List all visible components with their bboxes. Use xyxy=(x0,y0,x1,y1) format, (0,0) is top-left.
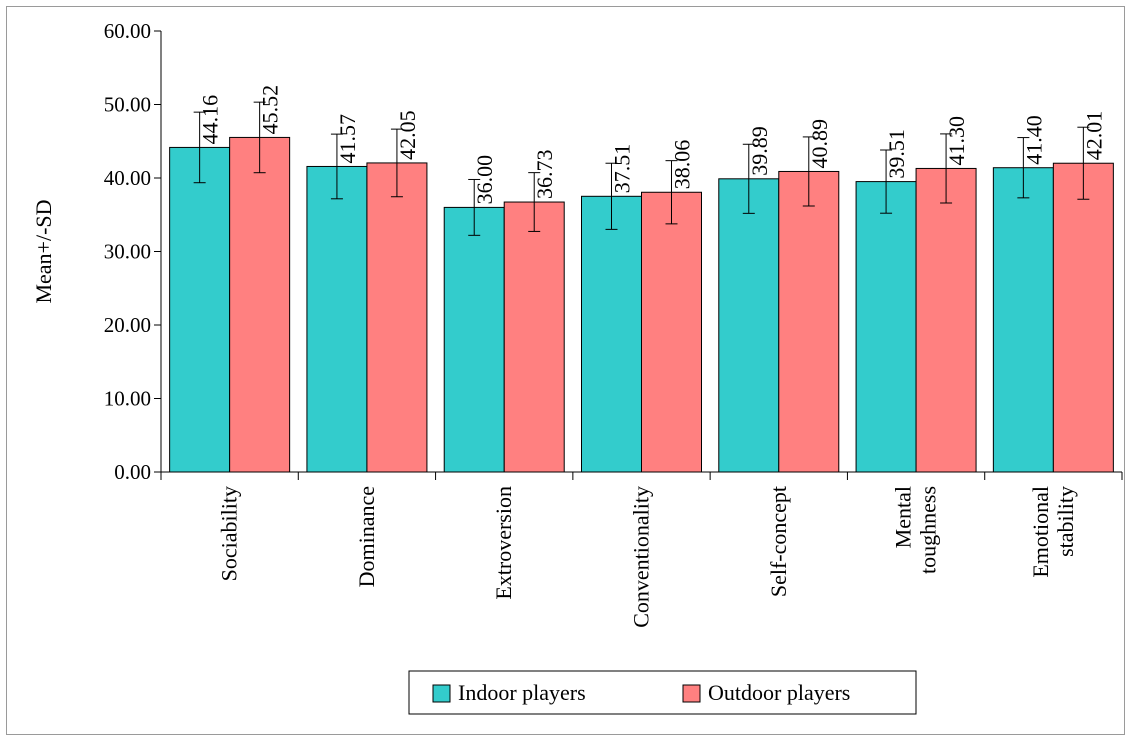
data-label: 39.89 xyxy=(747,126,772,176)
data-label: 40.89 xyxy=(807,119,832,169)
bar-indoor-5 xyxy=(855,181,917,473)
bar-outdoor-4 xyxy=(778,170,840,473)
y-tick-label: 20.00 xyxy=(104,313,151,337)
data-label: 42.05 xyxy=(395,110,420,160)
data-label: 45.52 xyxy=(258,85,283,135)
bar-chart: 0.00 10.00 20.00 30.00 40.00 50.00 60.00 Mean+/… xyxy=(31,19,1123,715)
bar-outdoor-5 xyxy=(915,167,977,473)
bar-outdoor-3 xyxy=(641,191,702,473)
legend-label-outdoor: Outdoor players xyxy=(708,680,850,705)
x-tick-label: Mental xyxy=(891,486,916,548)
x-tick-label: stability xyxy=(1053,486,1078,557)
bar-outdoor-1 xyxy=(366,162,428,473)
x-tick-label: Self-concept xyxy=(766,486,791,597)
legend-swatch-indoor xyxy=(432,684,451,703)
data-label: 36.73 xyxy=(532,150,557,200)
data-label: 37.51 xyxy=(610,144,635,194)
data-label: 41.30 xyxy=(944,116,969,166)
x-tick-label: toughness xyxy=(916,486,941,574)
y-tick-label: 10.00 xyxy=(104,387,151,411)
bar-indoor-2 xyxy=(443,206,505,473)
bar-indoor-1 xyxy=(306,165,368,473)
legend-swatch-outdoor xyxy=(682,684,701,703)
data-label: 39.51 xyxy=(884,129,909,179)
x-tick-label: Extroversion xyxy=(491,486,516,600)
legend-box xyxy=(408,670,917,715)
y-axis-title: Mean+/-SD xyxy=(31,199,56,303)
chart-frame: 0.00 10.00 20.00 30.00 40.00 50.00 60.00 Mean+/… xyxy=(6,6,1125,735)
data-label: 41.57 xyxy=(335,114,360,164)
data-label: 42.01 xyxy=(1081,111,1106,161)
y-tick-label: 50.00 xyxy=(104,93,151,117)
x-tick-label: Emotional xyxy=(1028,486,1053,578)
bar-outdoor-2 xyxy=(503,201,565,473)
data-label: 44.16 xyxy=(198,95,223,145)
data-label: 41.40 xyxy=(1021,115,1046,165)
x-tick-label: Dominance xyxy=(354,486,379,587)
plot-area: 0.00 10.00 20.00 30.00 40.00 50.00 60.00 Mean+/… xyxy=(31,19,1123,628)
legend-label-indoor: Indoor players xyxy=(458,680,586,705)
y-tick-label: 60.00 xyxy=(104,19,151,43)
y-tick-label: 0.00 xyxy=(114,460,151,484)
bar-outdoor-6 xyxy=(1052,162,1114,473)
x-tick-label: Sociability xyxy=(217,486,242,581)
bar-outdoor-0 xyxy=(229,136,291,473)
bar-indoor-3 xyxy=(581,195,642,473)
data-label: 38.06 xyxy=(670,140,695,190)
y-tick-label: 40.00 xyxy=(104,166,151,190)
x-tick-label: Conventionality xyxy=(629,486,654,628)
bar-indoor-0 xyxy=(169,146,231,473)
bar-indoor-4 xyxy=(718,178,780,473)
bar-indoor-6 xyxy=(992,167,1054,473)
legend: Indoor players Outdoor players xyxy=(408,670,917,715)
data-label: 36.00 xyxy=(472,155,497,205)
y-tick-label: 30.00 xyxy=(104,240,151,264)
